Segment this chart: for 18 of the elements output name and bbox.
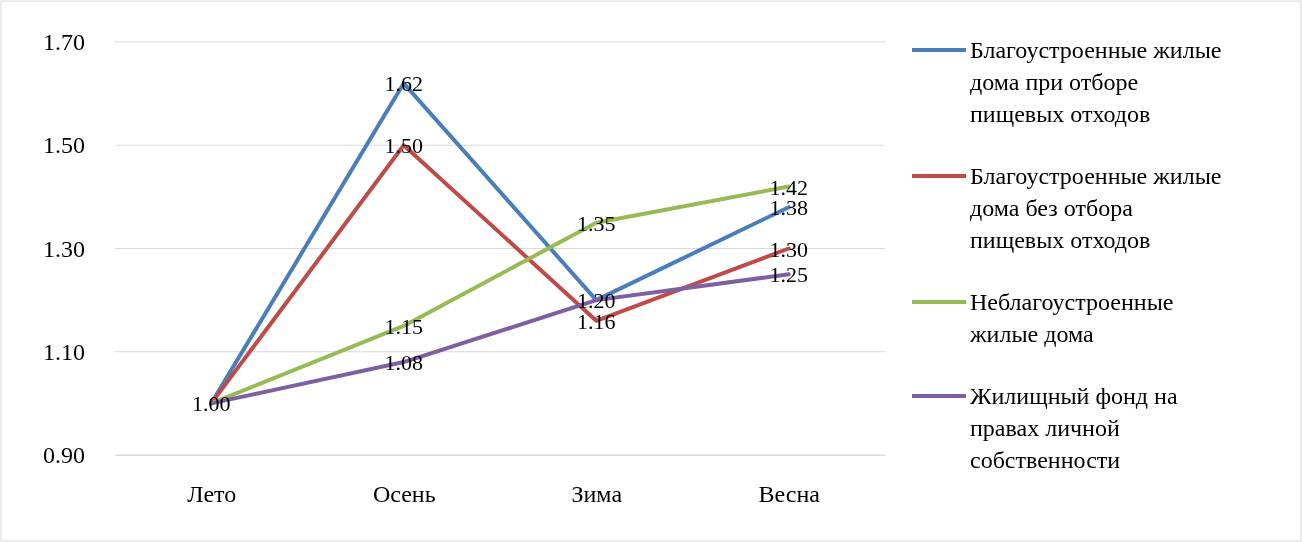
x-tick-label: Осень	[372, 481, 436, 508]
data-label: 1.62	[384, 71, 423, 97]
legend-label: Неблагоустроенные жилые дома	[969, 289, 1174, 347]
y-tick-label: 1.10	[43, 338, 85, 365]
y-tick-label: 0.90	[43, 442, 85, 469]
x-tick-label: Зима	[571, 481, 623, 508]
legend-label: Благоустроенные жилые дома при отборе пищевых отходов	[970, 37, 1222, 127]
y-tick-label: 1.30	[43, 235, 85, 262]
y-tick-label: 1.50	[43, 132, 85, 159]
data-label: 1.50	[384, 133, 423, 159]
legend-label: Жилищный фонд на правах личной собственности	[970, 383, 1178, 473]
data-label: 1.00	[192, 391, 231, 417]
x-tick-label: Лето	[187, 481, 237, 508]
data-label: 1.25	[769, 262, 808, 288]
legend-label: Благоустроенные жилые дома без отбора пищевых отходов	[970, 163, 1222, 253]
x-tick-label: Весна	[758, 481, 821, 508]
data-label: 1.30	[769, 236, 808, 262]
y-tick-label: 1.70	[43, 29, 85, 56]
